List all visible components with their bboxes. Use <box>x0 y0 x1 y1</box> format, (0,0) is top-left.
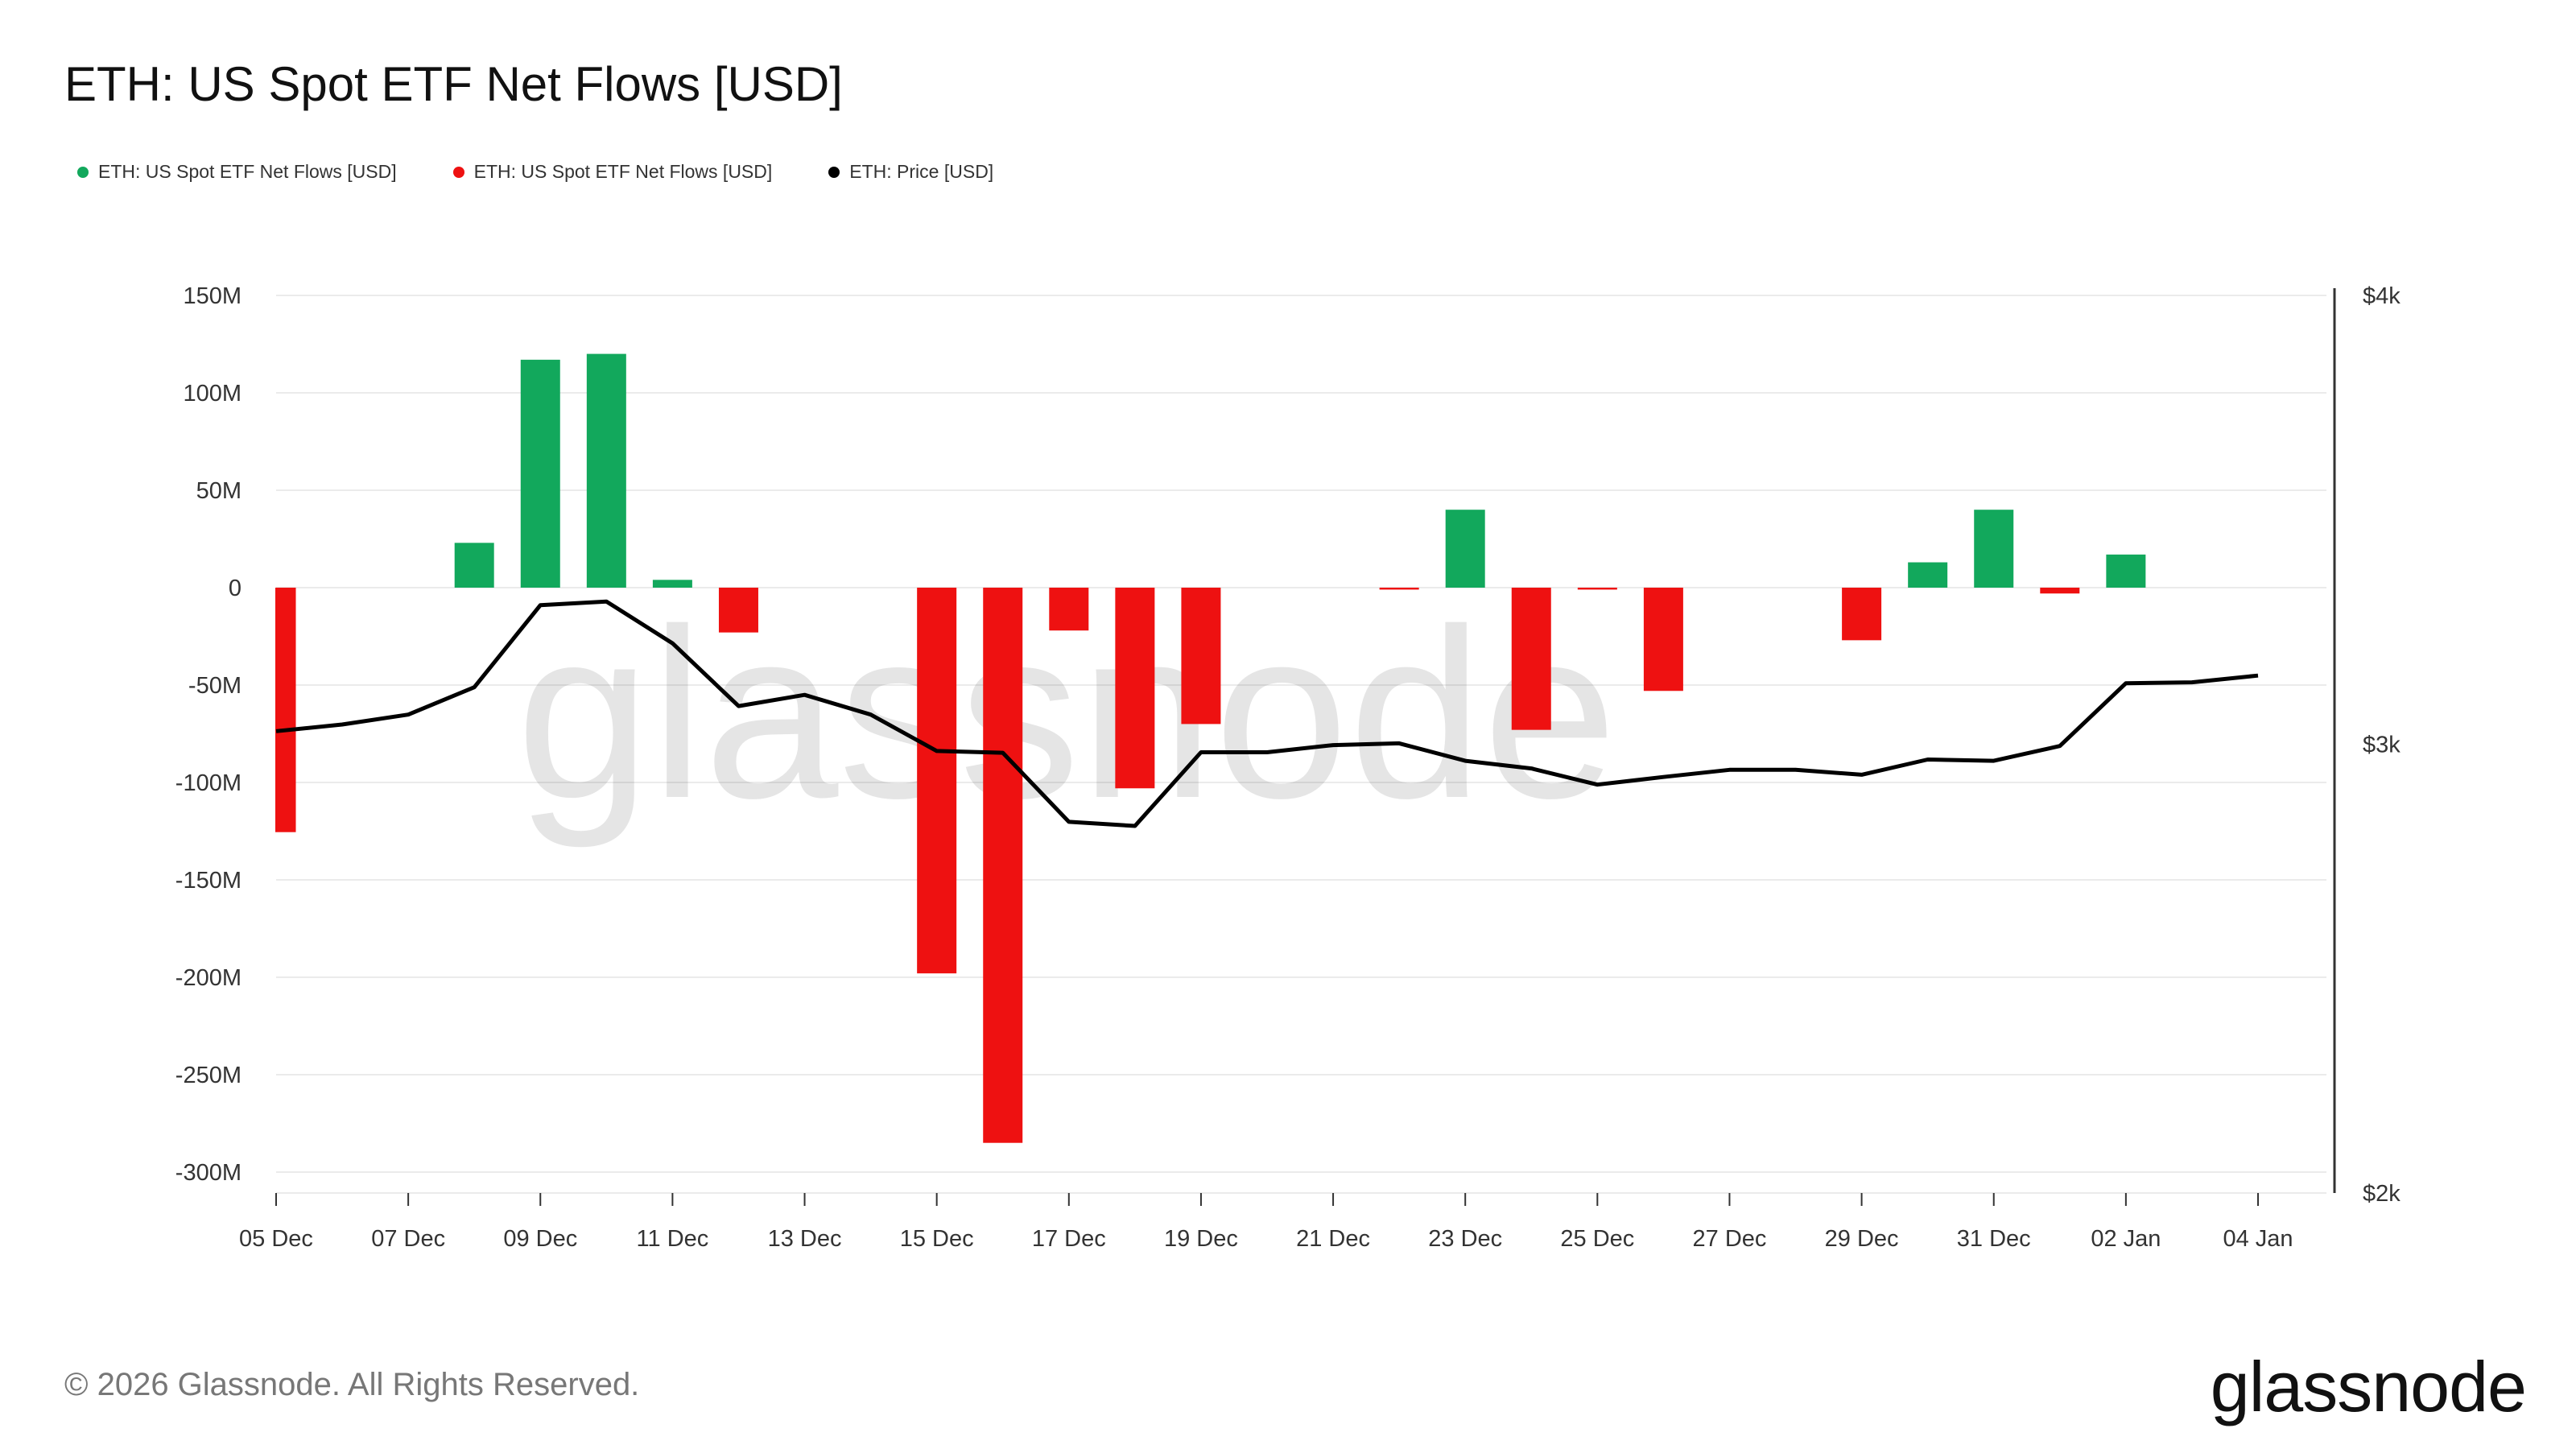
y-right-tick-label: $3k <box>2363 733 2401 758</box>
glassnode-logo: glassnode <box>2210 1347 2527 1426</box>
x-tick-label: 23 Dec <box>1428 1226 1502 1252</box>
bar-2025-12-30[interactable] <box>1908 562 1948 588</box>
bar-2025-12-08[interactable] <box>454 543 494 588</box>
bar-2025-12-09[interactable] <box>520 359 560 588</box>
x-tick-label: 31 Dec <box>1957 1226 2031 1252</box>
x-tick-label: 04 Jan <box>2223 1226 2293 1252</box>
y-left-tick-label: -100M <box>175 770 242 796</box>
x-tick-label: 17 Dec <box>1032 1226 1106 1252</box>
x-tick-label: 09 Dec <box>503 1226 577 1252</box>
legend-label-positive-flows: ETH: US Spot ETF Net Flows [USD] <box>98 161 397 182</box>
x-tick-label: 29 Dec <box>1825 1226 1899 1252</box>
legend-item-negative-flows[interactable]: ETH: US Spot ETF Net Flows [USD] <box>452 161 773 183</box>
bar-2025-12-24[interactable] <box>1511 588 1551 730</box>
axes <box>275 288 2336 1206</box>
x-tick-label: 11 Dec <box>637 1226 709 1252</box>
y-right-tick-label: $4k <box>2363 283 2401 309</box>
bar-2025-12-10[interactable] <box>586 353 626 588</box>
bar-2025-12-12[interactable] <box>718 588 758 633</box>
x-tick-label: 19 Dec <box>1164 1226 1238 1252</box>
price-line[interactable] <box>275 599 2259 828</box>
x-tick-label: 15 Dec <box>900 1226 974 1252</box>
bar-2025-12-05[interactable] <box>275 588 296 832</box>
bar-2025-12-19[interactable] <box>1181 588 1221 724</box>
bars-layer <box>275 353 2146 1143</box>
bar-2025-12-23[interactable] <box>1445 510 1485 588</box>
legend-item-price[interactable]: ETH: Price [USD] <box>828 161 993 183</box>
legend-item-positive-flows[interactable]: ETH: US Spot ETF Net Flows [USD] <box>77 161 397 183</box>
x-tick-label: 05 Dec <box>239 1226 313 1252</box>
bar-2025-12-31[interactable] <box>1974 510 2014 588</box>
x-tick-label: 02 Jan <box>2091 1226 2161 1252</box>
x-tick-label: 25 Dec <box>1560 1226 1634 1252</box>
y-left-tick-label: -300M <box>175 1160 242 1186</box>
legend-label-negative-flows: ETH: US Spot ETF Net Flows [USD] <box>473 161 773 182</box>
footer-copyright: © 2026 Glassnode. All Rights Reserved. <box>64 1367 640 1402</box>
x-tick-label: 13 Dec <box>768 1226 842 1252</box>
bar-2025-12-26[interactable] <box>1643 588 1683 691</box>
bar-2026-01-01[interactable] <box>2040 588 2080 594</box>
price-line-layer <box>275 599 2259 828</box>
y-right-tick-label: $2k <box>2363 1181 2401 1207</box>
bar-2025-12-29[interactable] <box>1842 588 1882 641</box>
y-left-tick-label: 50M <box>196 478 242 504</box>
tick-labels: 150M 100M 50M 0 -50M -100M -150M -200M -250M -300… <box>175 283 2401 1252</box>
y-left-tick-label: 150M <box>183 283 242 309</box>
y-left-tick-label: -150M <box>175 868 242 894</box>
bar-2025-12-11[interactable] <box>652 580 692 588</box>
bar-2025-12-22[interactable] <box>1379 588 1419 590</box>
bar-2025-12-15[interactable] <box>917 588 957 974</box>
y-left-tick-label: -250M <box>175 1063 242 1088</box>
legend-dot-black <box>828 166 840 178</box>
x-tick-label: 07 Dec <box>371 1226 445 1252</box>
y-left-tick-label: 100M <box>183 381 242 407</box>
bar-2026-01-02[interactable] <box>2106 554 2146 588</box>
bar-2025-12-18[interactable] <box>1115 588 1155 789</box>
bar-2025-12-16[interactable] <box>983 588 1023 1143</box>
legend-dot-green <box>77 166 89 178</box>
y-left-tick-label: -200M <box>175 965 242 991</box>
bar-2025-12-25[interactable] <box>1577 588 1617 590</box>
chart-legend: ETH: US Spot ETF Net Flows [USD] ETH: US… <box>77 161 993 183</box>
y-left-tick-label: 0 <box>229 576 242 601</box>
x-tick-label: 21 Dec <box>1296 1226 1370 1252</box>
y-left-tick-label: -50M <box>188 673 242 699</box>
legend-dot-red <box>452 166 464 178</box>
legend-label-price: ETH: Price [USD] <box>849 161 994 182</box>
x-tick-label: 27 Dec <box>1693 1226 1767 1252</box>
chart-title: ETH: US Spot ETF Net Flows [USD] <box>64 57 843 111</box>
bar-2025-12-17[interactable] <box>1049 588 1089 631</box>
